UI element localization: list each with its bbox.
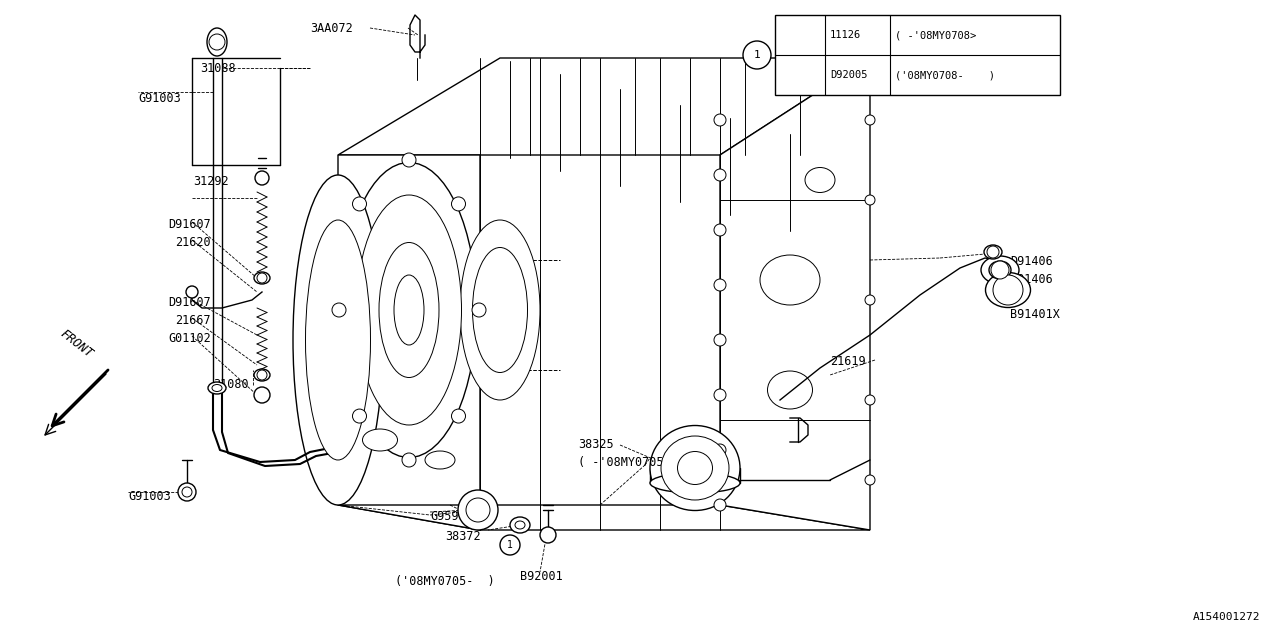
Circle shape <box>178 483 196 501</box>
Circle shape <box>714 334 726 346</box>
Circle shape <box>332 303 346 317</box>
Ellipse shape <box>394 275 424 345</box>
Circle shape <box>466 498 490 522</box>
Circle shape <box>865 295 876 305</box>
Text: 21620: 21620 <box>175 236 211 249</box>
Ellipse shape <box>989 261 1011 279</box>
Text: 31080: 31080 <box>212 378 248 391</box>
Polygon shape <box>721 58 870 530</box>
Ellipse shape <box>357 195 462 425</box>
Ellipse shape <box>986 273 1030 307</box>
Circle shape <box>500 535 520 555</box>
Polygon shape <box>338 58 870 155</box>
Circle shape <box>257 273 268 283</box>
Ellipse shape <box>342 163 476 458</box>
Circle shape <box>540 527 556 543</box>
Circle shape <box>865 115 876 125</box>
Ellipse shape <box>650 426 740 511</box>
Circle shape <box>402 453 416 467</box>
Text: G95904: G95904 <box>430 510 472 523</box>
Text: 21619: 21619 <box>829 355 865 368</box>
Ellipse shape <box>660 436 730 500</box>
Ellipse shape <box>425 451 454 469</box>
Text: ( -'08MY0705>: ( -'08MY0705> <box>579 456 671 469</box>
Circle shape <box>209 34 225 50</box>
Ellipse shape <box>306 220 370 460</box>
Circle shape <box>352 409 366 423</box>
Text: D92005: D92005 <box>829 70 868 80</box>
Text: B92001: B92001 <box>520 570 563 583</box>
Circle shape <box>472 303 486 317</box>
Text: 21667: 21667 <box>175 314 211 327</box>
Circle shape <box>452 409 466 423</box>
Text: 3AA072: 3AA072 <box>310 22 353 35</box>
Circle shape <box>991 261 1009 279</box>
Circle shape <box>452 197 466 211</box>
Circle shape <box>458 490 498 530</box>
Circle shape <box>714 389 726 401</box>
Text: 31292: 31292 <box>193 175 229 188</box>
Ellipse shape <box>253 369 270 381</box>
Ellipse shape <box>760 255 820 305</box>
Circle shape <box>255 171 269 185</box>
Ellipse shape <box>253 272 270 284</box>
Circle shape <box>182 487 192 497</box>
Circle shape <box>742 41 771 69</box>
Polygon shape <box>338 505 870 530</box>
Ellipse shape <box>980 256 1019 284</box>
Circle shape <box>714 444 726 456</box>
Circle shape <box>352 197 366 211</box>
Text: ('08MY0708-    ): ('08MY0708- ) <box>895 70 995 80</box>
Text: D91406: D91406 <box>1010 255 1052 268</box>
Circle shape <box>865 195 876 205</box>
Ellipse shape <box>212 385 221 392</box>
Text: FRONT: FRONT <box>58 326 96 360</box>
Ellipse shape <box>650 473 740 493</box>
Ellipse shape <box>362 429 398 451</box>
Text: G01102: G01102 <box>168 332 211 345</box>
Text: D91607: D91607 <box>168 218 211 231</box>
Text: ('08MY0705-  ): ('08MY0705- ) <box>396 575 495 588</box>
Text: 1: 1 <box>507 540 513 550</box>
Circle shape <box>714 224 726 236</box>
Circle shape <box>402 153 416 167</box>
Circle shape <box>253 387 270 403</box>
Ellipse shape <box>805 168 835 193</box>
Text: 11126: 11126 <box>829 30 861 40</box>
Text: D91607: D91607 <box>168 296 211 309</box>
Ellipse shape <box>768 371 813 409</box>
Ellipse shape <box>293 175 383 505</box>
Ellipse shape <box>677 451 713 484</box>
Text: 38372: 38372 <box>445 530 480 543</box>
Circle shape <box>865 395 876 405</box>
Polygon shape <box>338 155 480 530</box>
Ellipse shape <box>207 28 227 56</box>
Ellipse shape <box>472 248 527 372</box>
Ellipse shape <box>515 521 525 529</box>
Text: A154001272: A154001272 <box>1193 612 1260 622</box>
Ellipse shape <box>984 245 1002 259</box>
Circle shape <box>714 279 726 291</box>
Circle shape <box>257 370 268 380</box>
Circle shape <box>714 499 726 511</box>
Text: 38325: 38325 <box>579 438 613 451</box>
Ellipse shape <box>509 517 530 533</box>
Circle shape <box>993 275 1023 305</box>
Text: B91401X: B91401X <box>1010 308 1060 321</box>
Bar <box>774 15 1060 95</box>
Text: 1: 1 <box>754 50 760 60</box>
Circle shape <box>714 169 726 181</box>
Circle shape <box>714 114 726 126</box>
Circle shape <box>987 246 998 258</box>
Text: G91003: G91003 <box>138 92 180 105</box>
Ellipse shape <box>379 243 439 378</box>
Circle shape <box>865 475 876 485</box>
Ellipse shape <box>209 382 227 394</box>
Circle shape <box>186 286 198 298</box>
Text: 31088: 31088 <box>200 62 236 75</box>
Text: D91406: D91406 <box>1010 273 1052 286</box>
Text: ( -'08MY0708>: ( -'08MY0708> <box>895 30 977 40</box>
Text: G91003: G91003 <box>128 490 170 503</box>
Ellipse shape <box>460 220 540 400</box>
